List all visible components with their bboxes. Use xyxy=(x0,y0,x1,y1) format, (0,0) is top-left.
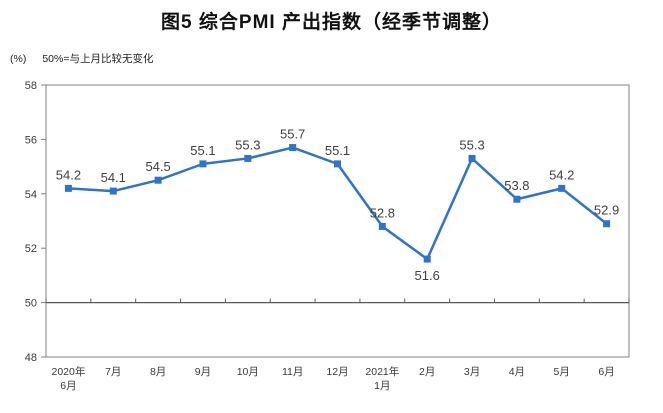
x-axis-category-label: 9月 xyxy=(195,366,211,378)
pmi-line-chart: 48 50 52 54 56 58 2020年 6月 7月 8月 9月 10月 11月 12月 2021年 1… xyxy=(25,80,630,392)
data-point-marker xyxy=(109,187,117,195)
y-axis-tick-label: 54 xyxy=(25,189,37,201)
data-point-marker xyxy=(423,255,431,263)
x-axis-category-label: 1月 xyxy=(374,380,390,392)
y-axis-tick-label: 50 xyxy=(25,298,37,310)
data-point-marker xyxy=(64,184,72,192)
x-axis-category-label: 6月 xyxy=(60,380,76,392)
data-point-marker xyxy=(558,184,566,192)
axis-note-row: (%) 50%=与上月比较无变化 xyxy=(10,51,154,66)
data-point-label: 52.8 xyxy=(370,205,395,220)
data-point-marker xyxy=(334,160,341,168)
data-point-label: 52.9 xyxy=(594,203,619,218)
x-axis-category-label: 12月 xyxy=(326,366,348,378)
data-point-label: 54.2 xyxy=(549,167,574,182)
y-axis-tick-label: 58 xyxy=(25,80,37,92)
x-axis-category-label: 2月 xyxy=(419,366,435,378)
data-point-label: 55.1 xyxy=(325,143,350,158)
y-axis-unit-label: (%) xyxy=(10,53,27,65)
data-point-label: 55.3 xyxy=(459,137,484,152)
data-point-marker xyxy=(199,160,207,168)
data-point-label: 53.8 xyxy=(504,178,529,193)
data-point-label: 54.2 xyxy=(56,167,81,182)
chart-title: 图5 综合PMI 产出指数（经季节调整） xyxy=(161,12,502,33)
data-point-label: 55.1 xyxy=(190,143,215,158)
data-point-label: 55.3 xyxy=(235,137,260,152)
x-axis-category-label: 2020年 xyxy=(51,365,85,378)
x-axis-category-label: 4月 xyxy=(509,366,525,378)
data-point-label: 54.1 xyxy=(101,170,126,185)
data-point-label: 51.6 xyxy=(415,268,440,283)
plot-border xyxy=(45,84,630,358)
data-point-marker xyxy=(289,144,297,152)
y-axis-tick-label: 48 xyxy=(25,352,37,364)
y-axis-tick-label: 52 xyxy=(25,243,37,255)
data-point-marker xyxy=(468,154,476,162)
data-point-marker xyxy=(378,222,386,230)
x-axis-category-label: 8月 xyxy=(150,366,166,378)
data-point-label: 54.5 xyxy=(145,159,170,174)
x-axis-category-label: 11月 xyxy=(282,366,303,378)
data-point-marker xyxy=(154,176,162,184)
x-axis-category-label: 5月 xyxy=(554,366,570,378)
x-axis-category-label: 6月 xyxy=(598,366,614,378)
data-point-label: 55.7 xyxy=(280,127,305,142)
reference-note-label: 50%=与上月比较无变化 xyxy=(42,53,154,65)
x-axis-category-label: 7月 xyxy=(105,366,121,378)
x-axis-category-label: 3月 xyxy=(464,366,480,378)
x-axis-category-label: 10月 xyxy=(237,366,259,378)
y-axis-tick-label: 56 xyxy=(25,134,37,146)
data-point-marker xyxy=(244,154,252,162)
data-point-marker xyxy=(603,220,611,228)
data-point-marker xyxy=(513,195,521,203)
x-axis-category-label: 2021年 xyxy=(365,365,399,378)
